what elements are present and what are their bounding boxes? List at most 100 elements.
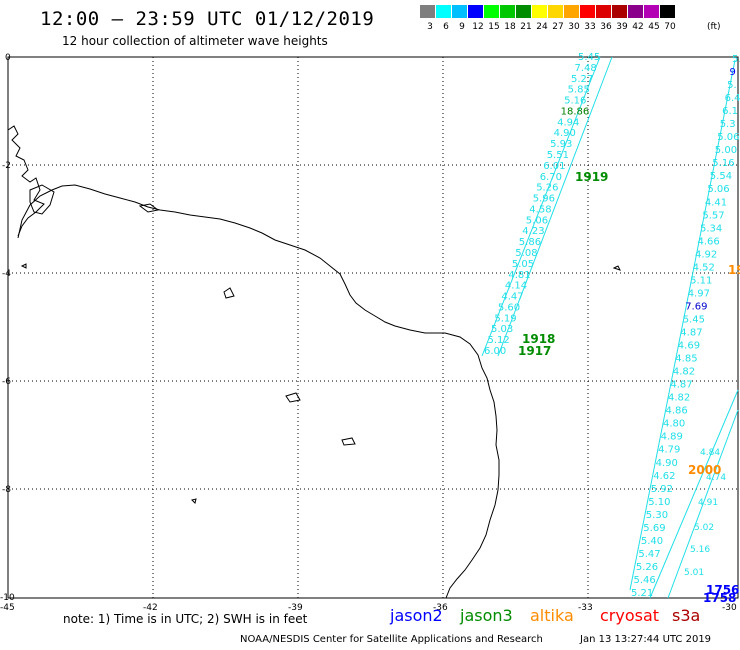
legend-unit: (ft) (707, 22, 721, 32)
wave-height-value: 4.58 (529, 204, 551, 215)
wave-height-value: 5.06 (717, 132, 739, 143)
wave-height-value: 4.89 (661, 432, 683, 443)
lat-label: -2 (2, 161, 11, 171)
wave-height-value: 5.69 (643, 523, 665, 534)
wave-height-value: 18.86 (561, 106, 590, 117)
wave-height-value: 6.00 (484, 346, 506, 357)
track-c-value: 4.84 (700, 448, 720, 458)
track-c-value: 5.01 (684, 568, 704, 578)
wave-height-value: 4.23 (522, 226, 544, 237)
legend-label: 3 (427, 22, 433, 32)
legend-label: 39 (616, 22, 628, 32)
wave-height-value: 4.86 (666, 406, 688, 417)
track-c-value: 5.16 (690, 545, 710, 555)
lat-label: -8 (2, 485, 11, 495)
lon-label: -39 (288, 603, 303, 613)
wave-height-value: 4.92 (695, 249, 717, 260)
wave-height-value: 5.06 (707, 184, 729, 195)
wave-height-value: 6.4 (725, 93, 740, 104)
map-subtitle: 12 hour collection of altimeter wave hei… (62, 34, 328, 48)
legend-label: 30 (568, 22, 580, 32)
lat-label: -4 (2, 269, 11, 279)
island-2 (223, 287, 235, 299)
legend-swatch (644, 5, 660, 18)
wave-height-value: 5.40 (641, 536, 663, 547)
legend-swatch (452, 5, 468, 18)
legend-swatch (436, 5, 452, 18)
wave-height-value: 5.00 (715, 145, 737, 156)
track-c-value: 5.02 (694, 523, 714, 533)
legend-label: 9 (459, 22, 465, 32)
wave-height-value: 4.41 (705, 197, 727, 208)
legend-label: 21 (520, 22, 532, 32)
wave-height-value: 5.45 (683, 315, 705, 326)
track-b-values: 5. 9 5. 6.4 6.1 5.3 5.06 5.00 5.16 5.54 5.06 4.41 5.… (631, 54, 740, 599)
legend-swatch (612, 5, 628, 18)
pass-time-label: 1917 (518, 344, 551, 358)
legend-label: 27 (552, 22, 564, 32)
lat-labels: 0 -2 -4 -6 -8 -10 (0, 53, 15, 603)
lon-label: -45 (0, 603, 15, 613)
legend-label: 6 (443, 22, 449, 32)
wave-height-value: 5. (727, 80, 737, 91)
wave-height-value: 4.82 (668, 393, 690, 404)
wave-height-value: 5.54 (710, 171, 732, 182)
island-4 (341, 437, 356, 446)
wave-height-value: 5.34 (700, 223, 722, 234)
wave-height-value: 5.45 (578, 52, 600, 63)
swath-lines (481, 56, 739, 599)
legend-label: 24 (536, 22, 548, 32)
wave-height-value: 5.08 (515, 248, 537, 259)
legend-label: 36 (600, 22, 612, 32)
wave-height-value: 4.47 (501, 292, 523, 303)
wave-height-value: 4.14 (505, 281, 527, 292)
legend-label: 45 (648, 22, 660, 32)
wave-height-value: 5.16 (712, 158, 734, 169)
marajo-island (29, 184, 55, 215)
lon-label: -36 (433, 603, 448, 613)
lon-label: -30 (722, 603, 737, 613)
wave-height-value: 4.87 (680, 328, 702, 339)
legend-swatch (564, 5, 580, 18)
wave-height-value: 4.81 (508, 270, 530, 281)
pass-time-label: 1756 (706, 583, 739, 597)
wave-height-value: 5.06 (526, 215, 548, 226)
wave-height-value: 4.69 (678, 341, 700, 352)
wave-height-value: 4.90 (656, 458, 678, 469)
legend-swatch (548, 5, 564, 18)
wave-height-value: 5.51 (547, 150, 569, 161)
wave-height-value: 4.80 (663, 419, 685, 430)
island-6 (612, 265, 621, 271)
wave-height-value: 5. (732, 54, 740, 65)
track-a-values: 5.457.485.275.855.1618.864.944.905.935.5… (484, 52, 600, 357)
lat-label: -10 (0, 593, 15, 603)
pass-time-label: 19 (728, 263, 740, 277)
wave-height-value: 6.70 (540, 172, 562, 183)
legend-label: 15 (488, 22, 500, 32)
wave-height-value: 4.85 (675, 354, 697, 365)
wave-height-value: 5.86 (519, 237, 541, 248)
island-5 (20, 263, 27, 269)
lon-labels: -45 -42 -39 -36 -33 -30 (0, 603, 737, 613)
legend-label: 18 (504, 22, 516, 32)
lat-label: 0 (5, 53, 11, 63)
track-b-edge-left (629, 59, 736, 591)
coastline (17, 184, 500, 599)
legend-swatch (500, 5, 516, 18)
legend-swatch (596, 5, 612, 18)
wave-height-value: 4.87 (670, 380, 692, 391)
wave-height-value: 4.90 (554, 128, 576, 139)
pass-time-label: 1758 (703, 591, 736, 605)
legend-label: 12 (472, 22, 484, 32)
wave-height-value: 5.03 (491, 324, 513, 335)
graticule (8, 57, 738, 598)
legend-swatch (420, 5, 436, 18)
map-title: 12:00 – 23:59 UTC 01/12/2019 (40, 8, 375, 30)
pass-time-label: 1919 (575, 170, 608, 184)
island-1 (138, 203, 160, 213)
wave-height-value: 4.79 (658, 445, 680, 456)
island-7 (191, 498, 197, 504)
pass-time-label: 1918 (522, 332, 555, 346)
wave-height-value: 4.66 (698, 236, 720, 247)
